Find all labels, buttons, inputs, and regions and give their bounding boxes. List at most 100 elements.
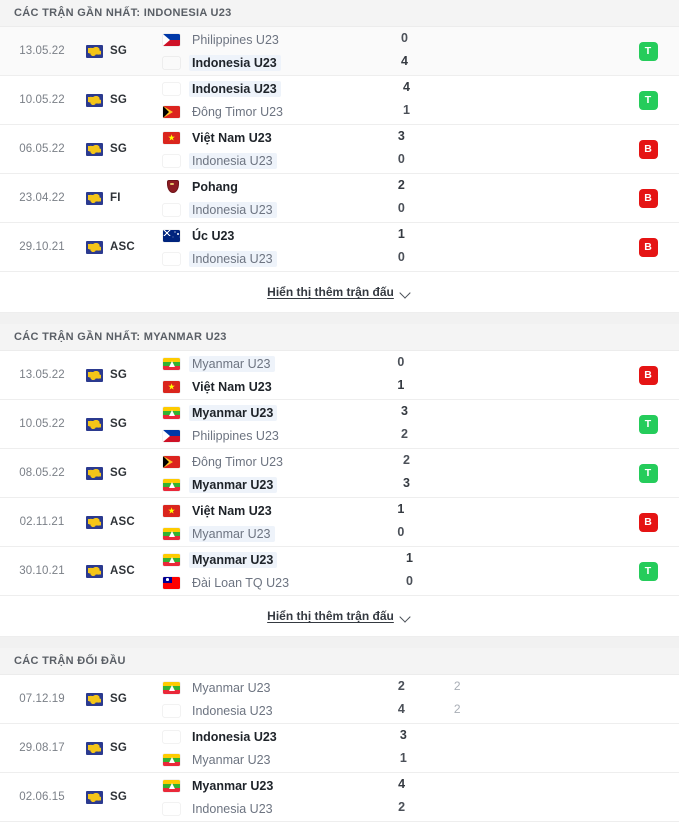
match-date: 13.05.22 bbox=[19, 369, 65, 381]
half-score-away bbox=[457, 54, 503, 71]
score-away: 0 bbox=[397, 250, 405, 264]
competition-logo-icon bbox=[86, 142, 103, 156]
competition[interactable]: SG bbox=[84, 400, 160, 448]
team-line: Myanmar U23 bbox=[163, 777, 394, 794]
score-home: 1 bbox=[397, 502, 405, 516]
show-more-button[interactable]: Hiển thị thêm trận đấu bbox=[267, 285, 412, 299]
flag-icon bbox=[163, 576, 180, 589]
club-crest-icon bbox=[163, 180, 180, 193]
row-spacer bbox=[500, 223, 617, 271]
flag-icon bbox=[163, 33, 180, 46]
half-score-away bbox=[457, 427, 503, 444]
score-home: 3 bbox=[400, 404, 408, 418]
result: T bbox=[617, 547, 679, 595]
half-scores bbox=[454, 223, 500, 271]
competition[interactable]: SG bbox=[84, 449, 160, 497]
row-spacer bbox=[505, 449, 617, 497]
score-away: 0 bbox=[397, 152, 405, 166]
match-row[interactable]: 29.08.17 SG Indonesia U23 Myanmar U23 3 1 bbox=[0, 724, 679, 773]
flag-icon bbox=[163, 753, 180, 766]
match-row[interactable]: 10.05.22 SG Myanmar U23 Philippines U23 3 2 T bbox=[0, 400, 679, 449]
teams: Philippines U23 Indonesia U23 bbox=[160, 27, 397, 75]
result: T bbox=[617, 27, 679, 75]
match-row[interactable]: 30.10.21 ASC Myanmar U23 Đài Loan TQ U23 1 0 T bbox=[0, 547, 679, 596]
flag-icon bbox=[163, 681, 180, 694]
match-row[interactable]: 29.10.21 ASC Úc U23 Indonesia U23 1 0 B bbox=[0, 223, 679, 272]
teams: Việt Nam U23 Myanmar U23 bbox=[160, 498, 393, 546]
team-name: Myanmar U23 bbox=[192, 680, 271, 695]
half-score-home bbox=[453, 355, 499, 372]
flag-icon bbox=[163, 406, 180, 419]
half-scores bbox=[454, 125, 500, 173]
match-row[interactable]: 23.04.22 FI Pohang Indonesia U23 2 0 B bbox=[0, 174, 679, 223]
match-date: 13.05.22 bbox=[19, 45, 65, 57]
match-date: 08.05.22 bbox=[19, 467, 65, 479]
competition[interactable]: ASC bbox=[84, 223, 160, 271]
result: B bbox=[617, 174, 679, 222]
half-score-home bbox=[459, 453, 505, 470]
teams: Indonesia U23 Myanmar U23 bbox=[160, 724, 396, 772]
half-score-away bbox=[454, 201, 500, 218]
row-spacer bbox=[508, 547, 617, 595]
team-line: Myanmar U23 bbox=[163, 551, 402, 568]
result-badge: B bbox=[638, 139, 658, 159]
flag-icon bbox=[163, 429, 180, 442]
flag-icon bbox=[163, 478, 180, 491]
competition-logo-icon bbox=[86, 93, 103, 107]
team-name: Việt Nam U23 bbox=[192, 503, 272, 518]
score-home: 1 bbox=[406, 551, 413, 565]
competition[interactable]: FI bbox=[84, 174, 160, 222]
competition[interactable]: SG bbox=[84, 724, 160, 772]
section-head-to-head: CÁC TRẬN ĐỐI ĐẦU 07.12.19 SG Myanmar U23 Ind… bbox=[0, 648, 679, 822]
competition-name: SG bbox=[110, 467, 128, 479]
section-gap bbox=[0, 637, 679, 648]
result: T bbox=[617, 400, 679, 448]
team-name: Myanmar U23 bbox=[189, 551, 278, 568]
result bbox=[617, 773, 679, 821]
show-more-button[interactable]: Hiển thị thêm trận đấu bbox=[267, 609, 412, 623]
score-home: 3 bbox=[397, 129, 405, 143]
competition-logo-icon bbox=[86, 44, 103, 58]
match-row[interactable]: 07.12.19 SG Myanmar U23 Indonesia U23 2 4 2 2 bbox=[0, 675, 679, 724]
half-scores bbox=[453, 351, 499, 399]
team-line: Philippines U23 bbox=[163, 31, 397, 48]
row-spacer bbox=[500, 174, 617, 222]
competition[interactable]: ASC bbox=[84, 547, 160, 595]
result-badge: B bbox=[638, 237, 658, 257]
match-row[interactable]: 13.05.22 SG Philippines U23 Indonesia U23 0 4… bbox=[0, 27, 679, 76]
row-spacer bbox=[505, 76, 617, 124]
competition[interactable]: SG bbox=[84, 351, 160, 399]
team-name: Indonesia U23 bbox=[192, 729, 277, 744]
section-gap bbox=[0, 313, 679, 324]
section-title: CÁC TRẬN GẦN NHẤT: INDONESIA U23 bbox=[14, 7, 232, 19]
competition-name: SG bbox=[110, 693, 128, 705]
row-spacer bbox=[502, 724, 617, 772]
result-badge: T bbox=[638, 90, 658, 110]
match-row[interactable]: 02.06.15 SG Myanmar U23 Indonesia U23 4 2 bbox=[0, 773, 679, 822]
competition[interactable]: SG bbox=[84, 125, 160, 173]
competition[interactable]: SG bbox=[84, 773, 160, 821]
competition[interactable]: SG bbox=[84, 675, 160, 723]
match-row[interactable]: 08.05.22 SG Đông Timor U23 Myanmar U23 2 3 T bbox=[0, 449, 679, 498]
half-score-home bbox=[457, 404, 503, 421]
score-home: 0 bbox=[397, 355, 405, 369]
score-home: 1 bbox=[397, 227, 405, 241]
competition[interactable]: SG bbox=[84, 27, 160, 75]
competition[interactable]: ASC bbox=[84, 498, 160, 546]
section-recent-myanmar: CÁC TRẬN GẦN NHẤT: MYANMAR U23 13.05.22 SG… bbox=[0, 324, 679, 637]
competition-logo-icon bbox=[86, 417, 103, 431]
competition[interactable]: SG bbox=[84, 76, 160, 124]
half-score-home bbox=[457, 31, 503, 48]
score-away: 4 bbox=[400, 54, 408, 68]
row-spacer bbox=[503, 400, 617, 448]
match-row[interactable]: 10.05.22 SG Indonesia U23 Đông Timor U23 4 1 T bbox=[0, 76, 679, 125]
flag-icon bbox=[163, 553, 180, 566]
half-score-away bbox=[459, 476, 505, 493]
